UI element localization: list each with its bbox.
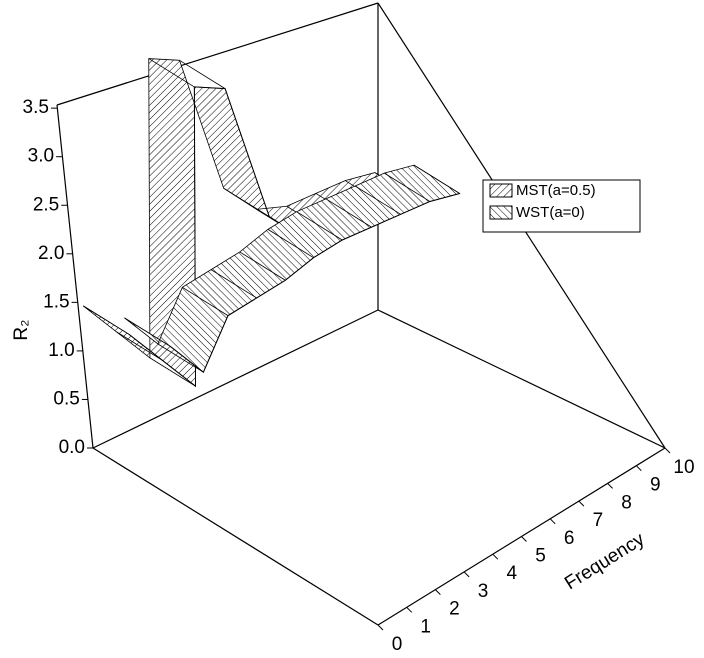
ribbon-rib <box>182 286 229 316</box>
box-edge <box>56 2 379 106</box>
legend-swatch <box>489 183 513 198</box>
x-tick-label: 1 <box>420 616 431 637</box>
ribbon-rib <box>157 343 204 373</box>
legend-label: WST(a=0) <box>516 204 585 221</box>
x-tick <box>435 589 441 595</box>
x-tick <box>463 571 470 578</box>
ribbon-rib <box>413 164 460 194</box>
x-tick-label: 2 <box>449 599 460 620</box>
box-edge <box>56 104 94 449</box>
ribbon-rib <box>179 59 226 89</box>
x-tick-label: 7 <box>593 510 604 531</box>
x-tick <box>549 518 556 525</box>
ribbon-rib <box>325 198 372 228</box>
y-tick-label: 3.5 <box>23 97 49 118</box>
y-axis-label: R₂ <box>11 319 32 340</box>
y-tick-label: 2.0 <box>38 243 64 264</box>
x-tick-label: 9 <box>650 475 661 496</box>
box-edge <box>92 447 379 626</box>
box-edge <box>377 309 666 449</box>
ribbon-rib <box>384 172 431 202</box>
x-tick <box>578 500 585 507</box>
ribbon-rib <box>354 185 401 215</box>
x-tick <box>377 624 384 631</box>
ribbon-rib <box>149 357 196 387</box>
ribbon-rib <box>116 331 163 361</box>
ribbon-rib <box>239 251 286 281</box>
x-tick-label: 8 <box>621 492 632 513</box>
y-tick-label: 1.0 <box>48 340 74 361</box>
legend-swatch <box>489 205 513 220</box>
ribbon-rib <box>83 305 130 335</box>
y-tick-label: 1.5 <box>43 291 69 312</box>
ribbon-rib <box>223 187 270 217</box>
x-tick <box>664 447 671 454</box>
ribbon-rib <box>210 269 257 299</box>
x-tick-label: 10 <box>673 457 694 478</box>
x-tick <box>492 553 499 560</box>
x-tick <box>406 606 413 613</box>
y-tick-label: 3.0 <box>28 146 54 167</box>
x-tick-label: 3 <box>478 581 489 602</box>
ribbon-rib <box>148 58 195 88</box>
x-tick-label: 0 <box>392 634 403 653</box>
x-tick-label: 5 <box>535 546 546 567</box>
ribbon-rib <box>267 229 314 259</box>
legend-label: MST(a=0.5) <box>516 182 596 199</box>
box-edge <box>92 309 379 449</box>
ribbon-rib <box>124 317 171 347</box>
y-tick-label: 0.0 <box>59 437 85 458</box>
y-tick-label: 0.5 <box>53 388 79 409</box>
y-tick-label: 2.5 <box>33 194 59 215</box>
x-tick-label: 6 <box>564 528 575 549</box>
ribbon-rib <box>296 211 343 241</box>
x-tick <box>607 483 613 489</box>
x-tick <box>635 465 642 472</box>
x-tick <box>521 536 527 542</box>
x-tick-label: 4 <box>507 563 518 584</box>
